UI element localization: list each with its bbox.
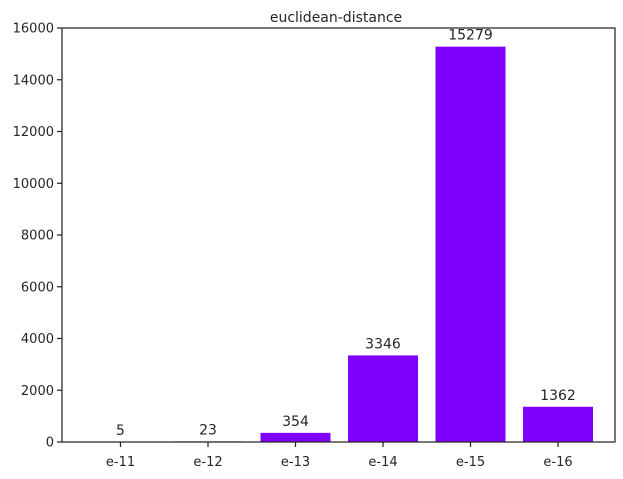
y-tick-label: 14000 [13, 73, 54, 88]
data-label-e-11: 5 [116, 423, 125, 439]
y-tick-label: 2000 [21, 384, 54, 399]
y-tick-label: 10000 [13, 177, 54, 192]
y-tick-label: 6000 [21, 280, 54, 295]
data-label-e-16: 1362 [540, 388, 576, 404]
y-tick-label: 16000 [13, 22, 54, 37]
bars: 5 23 354 3346 15279 1362 [85, 28, 593, 442]
chart-title: euclidean-distance [270, 10, 402, 26]
y-tick-label: 12000 [13, 125, 54, 140]
plot-frame [61, 27, 616, 443]
data-label-e-13: 354 [282, 414, 309, 430]
bar-e-14 [348, 355, 418, 442]
y-tick-label: 0 [46, 436, 54, 451]
bar-e-16 [523, 406, 593, 442]
bar-e-15 [435, 46, 506, 442]
y-axis: 0 2000 4000 6000 8000 10000 12000 14000 16000 [13, 22, 62, 451]
data-label-e-14: 3346 [365, 336, 401, 352]
x-tick-label: e-13 [281, 455, 310, 470]
x-tick-label: e-11 [106, 455, 135, 470]
x-axis: e-11 e-12 e-13 e-14 e-15 e-16 [106, 442, 573, 470]
x-tick-label: e-16 [543, 455, 572, 470]
x-tick-label: e-15 [456, 455, 485, 470]
x-tick-label: e-12 [193, 455, 222, 470]
x-tick-label: e-14 [368, 455, 397, 470]
data-label-e-12: 23 [199, 422, 217, 438]
y-tick-label: 4000 [21, 332, 54, 347]
bar-e-13 [260, 432, 331, 442]
data-label-e-15: 15279 [448, 28, 493, 44]
y-tick-label: 8000 [21, 229, 54, 244]
